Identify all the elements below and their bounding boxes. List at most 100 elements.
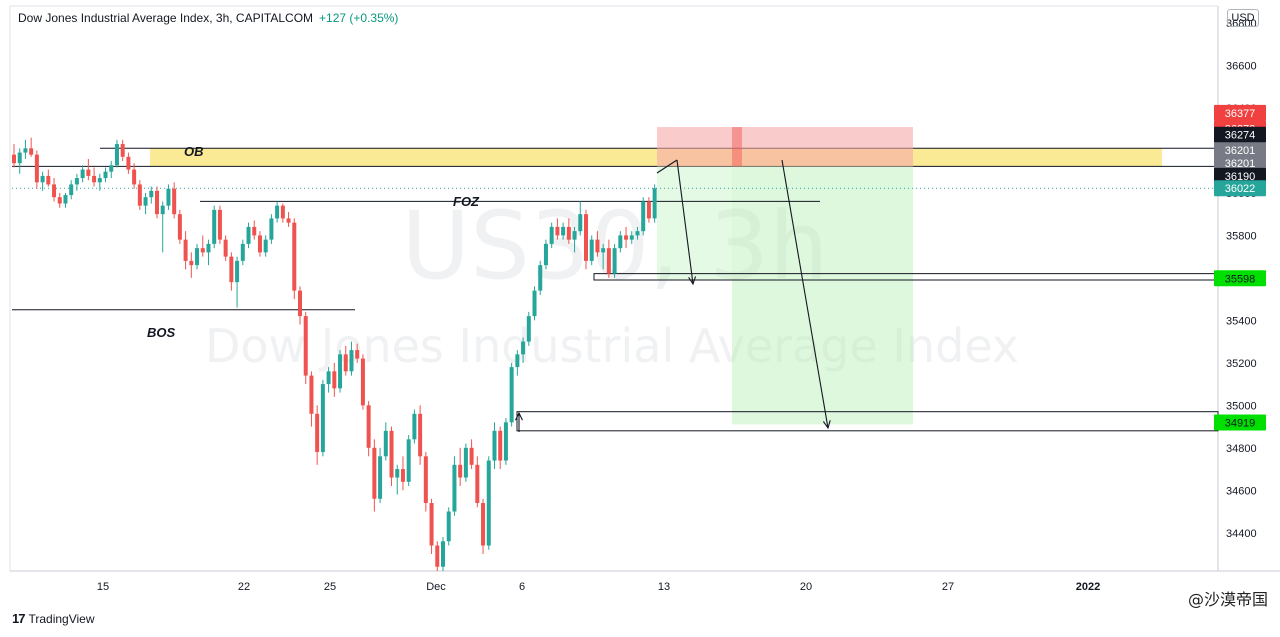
x-tick-label: 20 (800, 581, 812, 593)
candle-body (635, 231, 640, 236)
candle-body (641, 201, 646, 232)
candle-body (606, 248, 611, 274)
candle-body (338, 354, 343, 389)
candle-body (292, 222, 297, 291)
candle-body (74, 178, 79, 185)
price-label-box (1214, 180, 1266, 197)
target-zone-near (657, 166, 732, 281)
candle-body (498, 430, 503, 461)
candle-body (172, 188, 177, 215)
price-label-text: 35598 (1225, 273, 1256, 285)
candle-body (572, 231, 577, 240)
tradingview-name: TradingView (28, 611, 95, 626)
candle-body (435, 545, 440, 567)
candle-body (206, 243, 211, 253)
currency-button[interactable]: USD (1227, 9, 1259, 27)
candle-body (160, 205, 165, 215)
candle-body (92, 175, 97, 183)
candle-body (578, 214, 583, 232)
candle-body (492, 430, 497, 461)
annotation-bos: BOS (147, 325, 176, 340)
arrow-target1 (676, 159, 694, 285)
price-label-box (1214, 270, 1266, 287)
candle-body (458, 464, 463, 478)
candle-body (441, 541, 445, 567)
candle-body (561, 226, 566, 236)
candle-body (137, 184, 142, 206)
candle-body (177, 214, 182, 240)
candle-body (80, 169, 85, 179)
chart-header: Dow Jones Industrial Average Index, 3h, … (18, 11, 398, 25)
y-tick-label: 34800 (1226, 443, 1257, 455)
price-label-text: 36022 (1225, 183, 1256, 195)
candle-body (229, 256, 234, 283)
candle-body (97, 178, 102, 183)
candle-body (155, 190, 159, 215)
price-label-text: 36274 (1225, 130, 1256, 142)
candle-body (109, 165, 114, 172)
price-label-text: 36201 (1225, 158, 1256, 170)
ob-zone (150, 148, 1162, 167)
candle-body (406, 439, 411, 482)
candle-body (40, 175, 45, 183)
price-change: +127 (+0.35%) (319, 11, 399, 25)
candle-body (521, 341, 526, 355)
candle-body (286, 218, 291, 223)
y-tick-label: 35800 (1226, 230, 1257, 242)
price-label-text: 36377 (1225, 108, 1256, 120)
candle-body (29, 148, 34, 155)
x-tick-label: 13 (658, 581, 670, 593)
candle-body (452, 464, 457, 512)
tradingview-logo: 17 (12, 611, 26, 626)
x-tick-label: Dec (426, 581, 446, 593)
candle-body (509, 367, 514, 423)
target-zone (732, 166, 913, 425)
x-tick-label: 27 (942, 581, 954, 593)
candle-body (120, 144, 125, 157)
candle-body (343, 354, 348, 372)
candle-body (475, 464, 480, 504)
candle-body (132, 169, 137, 185)
candle-body (166, 188, 171, 206)
candle-body (463, 447, 468, 478)
candle-body (315, 413, 320, 453)
candle-body (57, 197, 62, 204)
candle-body (360, 358, 365, 406)
price-label-box (1214, 167, 1266, 184)
candle-body (17, 152, 22, 164)
candle-body (223, 239, 228, 257)
candle-body (263, 239, 268, 253)
candle-body (275, 205, 280, 219)
candle-body (400, 469, 405, 482)
candle-body (418, 413, 423, 457)
candle-body (629, 235, 634, 240)
candle-body (52, 184, 57, 198)
candle-body (589, 239, 594, 261)
corner-watermark: @沙漠帝国 (1187, 590, 1268, 609)
candle-body (114, 144, 119, 166)
chart-title: Dow Jones Industrial Average Index, 3h, … (18, 11, 314, 25)
candle-body (246, 226, 251, 244)
candle-body (526, 316, 531, 342)
candle-body (349, 350, 354, 372)
price-label-text: 36201 (1225, 145, 1256, 157)
candle-body (584, 214, 588, 261)
candle-body (103, 171, 108, 179)
candle-body (423, 456, 428, 504)
candle-body (195, 248, 200, 266)
y-tick-label: 34400 (1226, 528, 1257, 540)
candle-body (34, 154, 39, 183)
candle-body (200, 248, 205, 253)
price-label-box (1214, 126, 1266, 143)
arrow-up-small-head (515, 411, 523, 421)
candle-body (355, 350, 360, 359)
candle-body (12, 154, 16, 164)
candle-body (538, 265, 543, 291)
candle-body (309, 375, 314, 414)
tradingview-brand[interactable]: 17 TradingView (12, 611, 95, 626)
price-label-text: 34919 (1225, 418, 1256, 430)
candle-body (646, 201, 651, 219)
candle-body (63, 195, 68, 204)
candle-body (217, 209, 222, 240)
